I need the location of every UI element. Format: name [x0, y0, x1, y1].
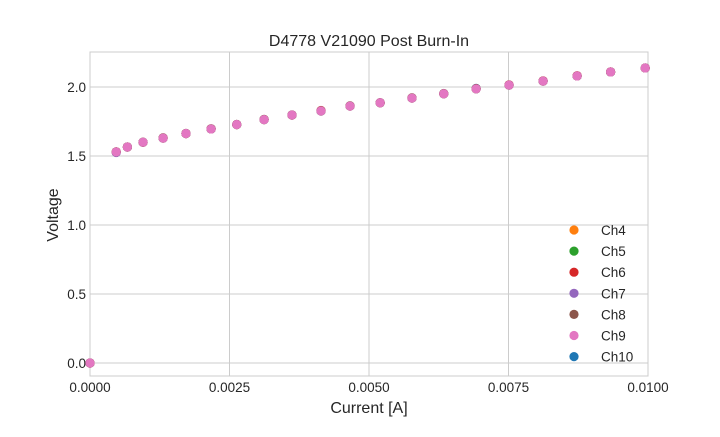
data-point [316, 106, 326, 116]
data-point [122, 142, 132, 152]
legend-item: Ch4 [569, 223, 626, 238]
legend-marker [569, 225, 579, 235]
x-tick-label: 0.0025 [209, 380, 250, 395]
data-point [181, 128, 191, 139]
y-tick-label: 2.0 [67, 80, 86, 95]
x-tick-label: 0.0100 [627, 380, 668, 395]
data-point [375, 98, 385, 108]
x-tick-label: 0.0050 [348, 380, 389, 395]
data-point [158, 133, 168, 143]
y-tick-label: 1.5 [67, 149, 86, 164]
legend-label: Ch6 [601, 265, 626, 280]
x-axis-label: Current [A] [330, 400, 407, 417]
y-axis-label: Voltage [45, 188, 62, 241]
chart-title: D4778 V21090 Post Burn-In [269, 33, 469, 50]
series-ch9 [85, 63, 650, 368]
data-point [287, 110, 297, 120]
data-point [640, 63, 650, 73]
legend-label: Ch8 [601, 307, 626, 322]
tick-labels: 0.0000 0.0025 0.0050 0.0075 0.0100 0.0 0.5 1.0 1… [67, 80, 668, 395]
legend-label: Ch7 [601, 286, 626, 301]
legend-item: Ch10 [569, 350, 633, 365]
data-point [572, 71, 582, 81]
data-point [407, 93, 417, 103]
legend-marker [569, 267, 579, 277]
y-tick-label: 0.5 [67, 287, 86, 302]
legend-marker [569, 330, 579, 341]
legend-item: Ch9 [569, 329, 626, 344]
y-tick-label: 1.0 [67, 218, 86, 233]
data-point [504, 80, 514, 90]
data-point [538, 76, 548, 86]
legend-label: Ch9 [601, 329, 626, 344]
legend-label: Ch10 [601, 350, 633, 365]
grid [89, 52, 649, 376]
data-point [439, 89, 449, 99]
y-tick-label: 0.0 [67, 356, 86, 371]
legend-item: Ch7 [569, 286, 626, 301]
legend-marker [569, 352, 579, 362]
legend-item: Ch8 [569, 307, 626, 322]
data-points [85, 63, 650, 368]
legend-item: Ch6 [569, 265, 626, 280]
legend-marker [569, 288, 579, 298]
data-point [345, 101, 355, 111]
data-point [206, 124, 216, 134]
legend-label: Ch5 [601, 244, 626, 259]
legend-label: Ch4 [601, 223, 626, 238]
x-tick-label: 0.0075 [488, 380, 529, 395]
legend-item: Ch5 [569, 244, 626, 259]
data-point [259, 114, 269, 125]
data-point [606, 67, 616, 77]
data-point [85, 358, 95, 368]
data-point [471, 84, 481, 94]
legend-marker [569, 309, 579, 319]
data-point [232, 119, 242, 130]
data-point [138, 137, 148, 147]
data-point [111, 147, 121, 157]
legend-marker [569, 246, 579, 256]
x-tick-label: 0.0000 [69, 380, 110, 395]
legend: Ch4 Ch5 Ch6 Ch7 Ch8 Ch9 Ch10 [569, 223, 633, 365]
